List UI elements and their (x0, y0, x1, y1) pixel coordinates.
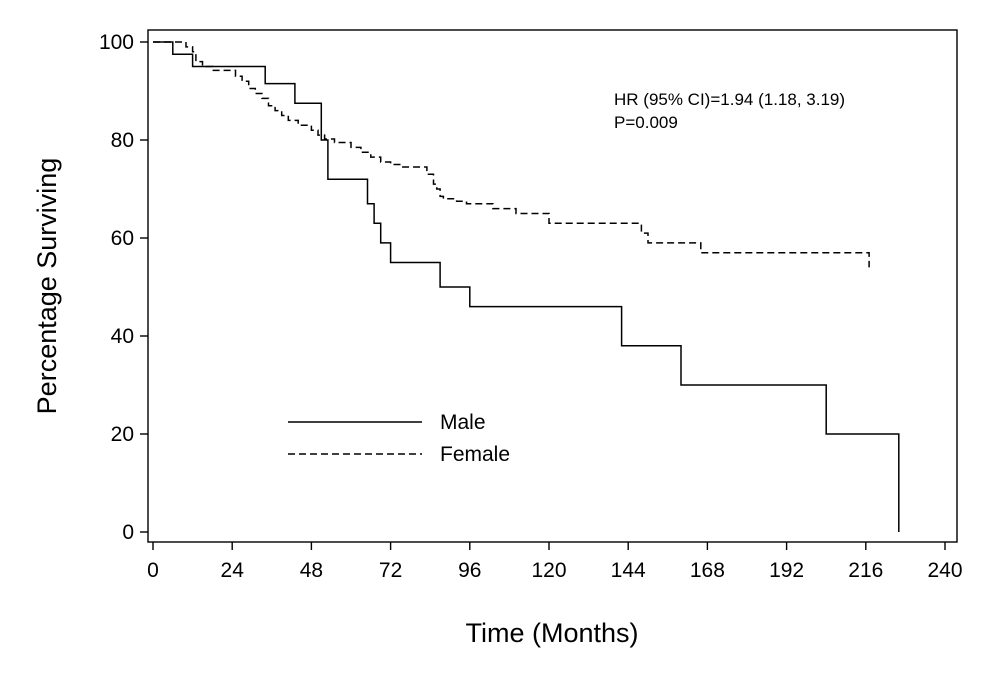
x-tick-label-9: 216 (848, 559, 883, 582)
x-tick-label-2: 48 (300, 559, 323, 582)
x-tick-label-10: 240 (927, 559, 962, 582)
legend: Male Female (288, 411, 510, 466)
legend-label-female: Female (440, 443, 510, 466)
series-line-female (153, 41, 870, 268)
plot-frame (147, 29, 958, 543)
x-tick-label-6: 144 (611, 559, 646, 582)
y-tick-label-0: 0 (122, 521, 134, 544)
y-tick-label-2: 40 (111, 325, 134, 348)
x-tick-label-3: 72 (379, 559, 402, 582)
p-value-annotation: P=0.009 (614, 113, 678, 132)
y-tick-label-3: 60 (111, 227, 134, 250)
y-tick-label-4: 80 (111, 129, 134, 152)
hazard-ratio-annotation: HR (95% CI)=1.94 (1.18, 3.19) (614, 90, 845, 109)
x-tick-label-5: 120 (531, 559, 566, 582)
annotation: HR (95% CI)=1.94 (1.18, 3.19) P=0.009 (614, 90, 845, 132)
series-layer (153, 41, 900, 532)
y-tick-label-1: 20 (111, 423, 134, 446)
x-tick-label-4: 96 (458, 559, 481, 582)
y-tick-label-5: 100 (99, 31, 134, 54)
x-tick-label-1: 24 (221, 559, 245, 582)
y-axis-title: Percentage Surviving (32, 158, 62, 415)
x-axis-title: Time (Months) (465, 618, 638, 648)
x-tick-label-0: 0 (147, 559, 159, 582)
series-line-male (153, 41, 900, 532)
x-tick-label-8: 192 (769, 559, 804, 582)
legend-label-male: Male (440, 411, 486, 434)
x-tick-label-7: 168 (690, 559, 725, 582)
ticks-layer: 0 24 48 72 96 120 144 168 192 216 240 0 20 40 60 80 100 (99, 31, 963, 582)
